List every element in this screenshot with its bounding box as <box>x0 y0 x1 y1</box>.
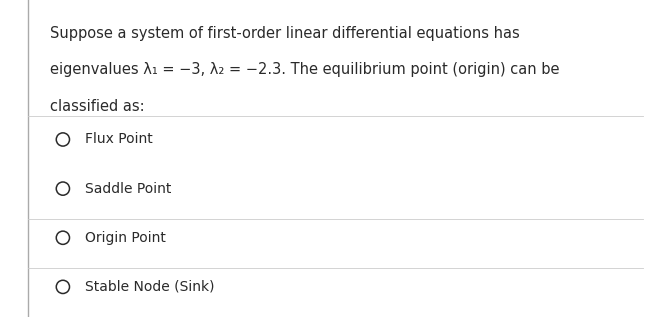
Text: Suppose a system of first-order linear differential equations has: Suppose a system of first-order linear d… <box>50 26 520 41</box>
Text: Origin Point: Origin Point <box>85 231 166 245</box>
Text: Saddle Point: Saddle Point <box>85 182 171 196</box>
Text: classified as:: classified as: <box>50 99 144 114</box>
Text: Flux Point: Flux Point <box>85 133 152 146</box>
Text: eigenvalues λ₁ = −3, λ₂ = −2.3. The equilibrium point (origin) can be: eigenvalues λ₁ = −3, λ₂ = −2.3. The equi… <box>50 62 559 77</box>
Text: Stable Node (Sink): Stable Node (Sink) <box>85 280 214 294</box>
